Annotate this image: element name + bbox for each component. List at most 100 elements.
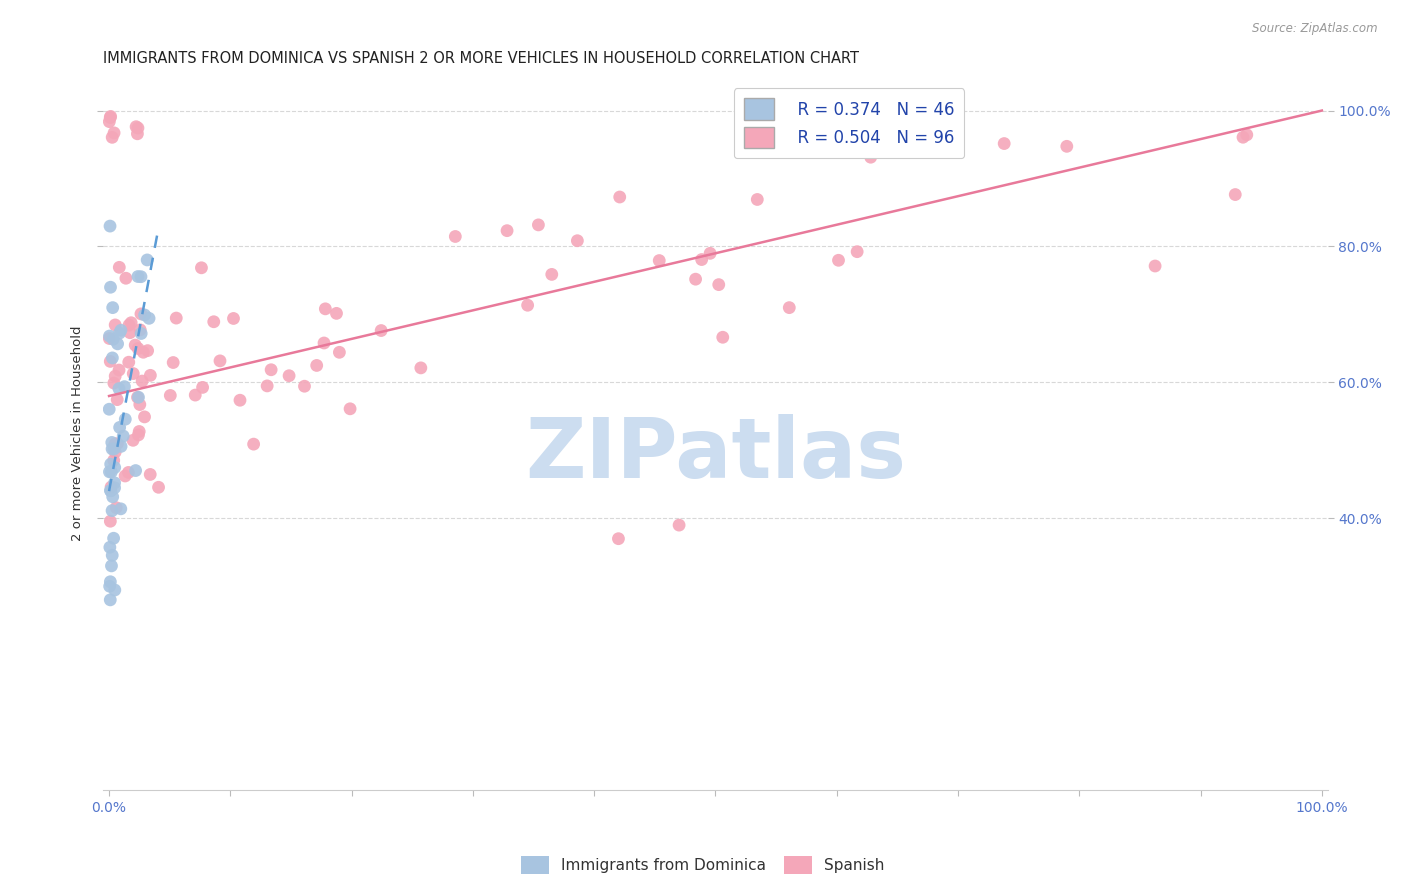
Point — [103, 126, 125, 140]
Point — [127, 127, 149, 141]
Point — [110, 439, 132, 453]
Point — [1056, 139, 1078, 153]
Point — [107, 436, 129, 450]
Point — [127, 342, 149, 356]
Point — [827, 253, 849, 268]
Point — [278, 368, 301, 383]
Point — [191, 380, 214, 394]
Point — [129, 323, 152, 337]
Point — [98, 331, 121, 345]
Point — [108, 420, 131, 434]
Point — [129, 326, 152, 341]
Point — [1225, 187, 1247, 202]
Point — [103, 453, 125, 467]
Point — [98, 402, 121, 417]
Point — [711, 330, 734, 344]
Point — [325, 306, 347, 320]
Point — [100, 465, 122, 479]
Point — [162, 355, 184, 369]
Point — [115, 271, 138, 285]
Point — [114, 379, 136, 393]
Point — [136, 252, 159, 267]
Point — [98, 114, 121, 128]
Point — [128, 398, 150, 412]
Point — [108, 382, 131, 396]
Point — [778, 301, 800, 315]
Point — [1144, 259, 1167, 273]
Point — [131, 374, 153, 388]
Point — [108, 363, 131, 377]
Point — [100, 110, 122, 124]
Point — [98, 329, 121, 343]
Point — [127, 428, 149, 442]
Point — [100, 558, 122, 573]
Point — [101, 130, 124, 145]
Point — [104, 437, 127, 451]
Point — [222, 311, 245, 326]
Point — [101, 332, 124, 346]
Point — [103, 531, 125, 545]
Point — [129, 307, 152, 321]
Point — [120, 316, 142, 330]
Point — [100, 483, 122, 498]
Point — [312, 336, 335, 351]
Point — [699, 246, 721, 260]
Point — [98, 514, 121, 528]
Point — [98, 579, 121, 593]
Point — [690, 252, 713, 267]
Point — [516, 298, 538, 312]
Point — [118, 326, 141, 340]
Point — [117, 466, 139, 480]
Point — [98, 111, 121, 125]
Point — [138, 311, 160, 326]
Text: Source: ZipAtlas.com: Source: ZipAtlas.com — [1253, 22, 1378, 36]
Point — [125, 120, 148, 134]
Point — [104, 318, 127, 332]
Point — [139, 467, 162, 482]
Point — [1236, 128, 1258, 142]
Point — [134, 308, 156, 322]
Point — [104, 460, 127, 475]
Point — [124, 338, 146, 352]
Point — [110, 501, 132, 516]
Point — [110, 323, 132, 337]
Point — [118, 355, 141, 369]
Point — [294, 379, 316, 393]
Point — [607, 532, 630, 546]
Point — [132, 345, 155, 359]
Point — [100, 280, 122, 294]
Point — [136, 343, 159, 358]
Point — [129, 269, 152, 284]
Point — [370, 324, 392, 338]
Point — [103, 442, 125, 456]
Point — [98, 574, 121, 589]
Text: IMMIGRANTS FROM DOMINICA VS SPANISH 2 OR MORE VEHICLES IN HOUSEHOLD CORRELATION : IMMIGRANTS FROM DOMINICA VS SPANISH 2 OR… — [103, 51, 859, 66]
Point — [100, 483, 122, 498]
Point — [540, 268, 562, 282]
Point — [527, 218, 550, 232]
Point — [103, 475, 125, 490]
Point — [208, 354, 231, 368]
Point — [100, 457, 122, 471]
Point — [242, 437, 264, 451]
Point — [1232, 130, 1254, 145]
Point — [159, 388, 181, 402]
Point — [496, 224, 519, 238]
Point — [98, 541, 121, 555]
Point — [104, 582, 127, 597]
Point — [314, 301, 336, 316]
Point — [190, 260, 212, 275]
Point — [101, 301, 124, 315]
Point — [114, 412, 136, 426]
Point — [707, 277, 730, 292]
Point — [846, 244, 869, 259]
Point — [148, 480, 170, 494]
Point — [122, 434, 145, 448]
Point — [107, 336, 129, 351]
Point — [685, 272, 707, 286]
Point — [101, 351, 124, 365]
Point — [444, 229, 467, 244]
Point — [122, 367, 145, 381]
Point — [134, 409, 156, 424]
Point — [105, 392, 128, 407]
